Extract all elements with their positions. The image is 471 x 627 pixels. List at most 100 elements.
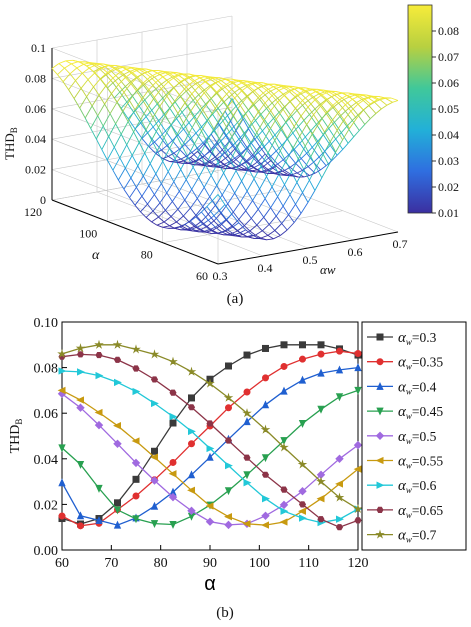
surface-line	[198, 94, 206, 105]
surface-line	[331, 93, 338, 98]
surface-line	[339, 98, 346, 106]
legend-marker	[375, 529, 385, 539]
surface-line	[321, 112, 328, 119]
surface-line	[259, 160, 266, 165]
surface-line	[134, 109, 141, 120]
surface-line	[126, 131, 134, 146]
surface-line	[266, 169, 274, 175]
surface-line	[224, 110, 231, 122]
data-point	[168, 470, 177, 478]
surface-line	[207, 214, 215, 222]
surface-line	[87, 72, 96, 80]
surface-line	[145, 110, 153, 117]
surface-line	[115, 123, 122, 135]
surface-line	[143, 80, 150, 86]
surface-line	[160, 81, 169, 90]
surface-line	[112, 157, 121, 171]
surface-line	[214, 226, 223, 233]
floor-gridline	[162, 210, 343, 243]
surface-line	[195, 109, 204, 122]
legend-label: αw=0.5	[398, 429, 437, 446]
surface-line	[194, 109, 201, 117]
surface-line	[264, 95, 273, 104]
surface-line	[246, 234, 253, 238]
surface-line	[155, 82, 162, 89]
surface-line	[374, 99, 381, 103]
surface-line	[303, 114, 310, 121]
surface-line	[219, 118, 226, 125]
surface-line	[268, 224, 276, 231]
surface-line	[108, 65, 115, 69]
surface-line	[257, 153, 266, 162]
surface-line	[268, 134, 276, 142]
data-point	[206, 444, 215, 453]
surface-line	[129, 69, 136, 72]
surface-line	[115, 111, 123, 125]
surface-line	[274, 128, 283, 141]
surface-line	[187, 74, 195, 78]
surface-line	[257, 209, 265, 218]
legend-marker	[376, 481, 385, 489]
surface-line	[198, 81, 206, 87]
surface-line	[325, 96, 332, 101]
surface-line	[259, 188, 266, 199]
surface-line	[271, 102, 280, 113]
surface-line	[296, 169, 305, 183]
surface-line	[239, 202, 247, 212]
surface-line	[192, 99, 201, 111]
surface-line	[179, 79, 186, 84]
surface-line	[197, 147, 205, 157]
surface-line	[184, 138, 191, 145]
data-point	[75, 343, 86, 353]
surface-line	[131, 155, 139, 167]
surface-line	[287, 173, 294, 177]
surface-line	[159, 136, 168, 146]
surface-line	[285, 115, 292, 123]
surface-line	[357, 109, 364, 116]
surface-line	[291, 116, 299, 127]
surface-line	[224, 204, 233, 215]
surface-line	[357, 114, 366, 125]
surface-line	[149, 163, 157, 175]
surface-line	[271, 186, 278, 197]
surface-line	[180, 169, 187, 180]
surface-line	[234, 157, 243, 166]
data-point	[335, 454, 344, 464]
surface-line	[161, 149, 169, 157]
surface-line	[284, 94, 291, 102]
surface-line	[72, 59, 79, 63]
surface-line	[105, 85, 112, 94]
surface-line	[158, 216, 165, 223]
surface-line	[216, 142, 223, 151]
legend-marker	[375, 431, 385, 441]
surface-line	[118, 167, 126, 181]
surface-line	[266, 176, 273, 188]
surface-line	[202, 206, 209, 215]
surface-line	[136, 82, 144, 92]
surface-line	[279, 150, 287, 162]
surface-line	[282, 154, 290, 161]
surface-line	[158, 114, 165, 122]
data-point	[335, 515, 344, 523]
surface-line	[338, 102, 346, 112]
surface-line	[69, 73, 76, 81]
data-point	[58, 367, 67, 375]
surface-line	[295, 100, 303, 109]
legend-label: αw=0.7	[398, 528, 437, 545]
surface-line	[228, 91, 235, 98]
surface-line	[78, 61, 84, 65]
surface-line	[148, 185, 155, 195]
data-point	[280, 386, 288, 395]
surface-line	[347, 136, 355, 144]
surface-line	[217, 81, 224, 87]
surface-line	[199, 229, 206, 233]
surface-line	[191, 86, 200, 95]
surface-line	[321, 94, 328, 100]
surface-line	[173, 181, 180, 192]
surface-line	[242, 82, 249, 87]
surface-line	[169, 221, 177, 227]
surface-line	[177, 128, 184, 136]
data-point	[131, 458, 141, 468]
surface-line	[190, 111, 197, 122]
